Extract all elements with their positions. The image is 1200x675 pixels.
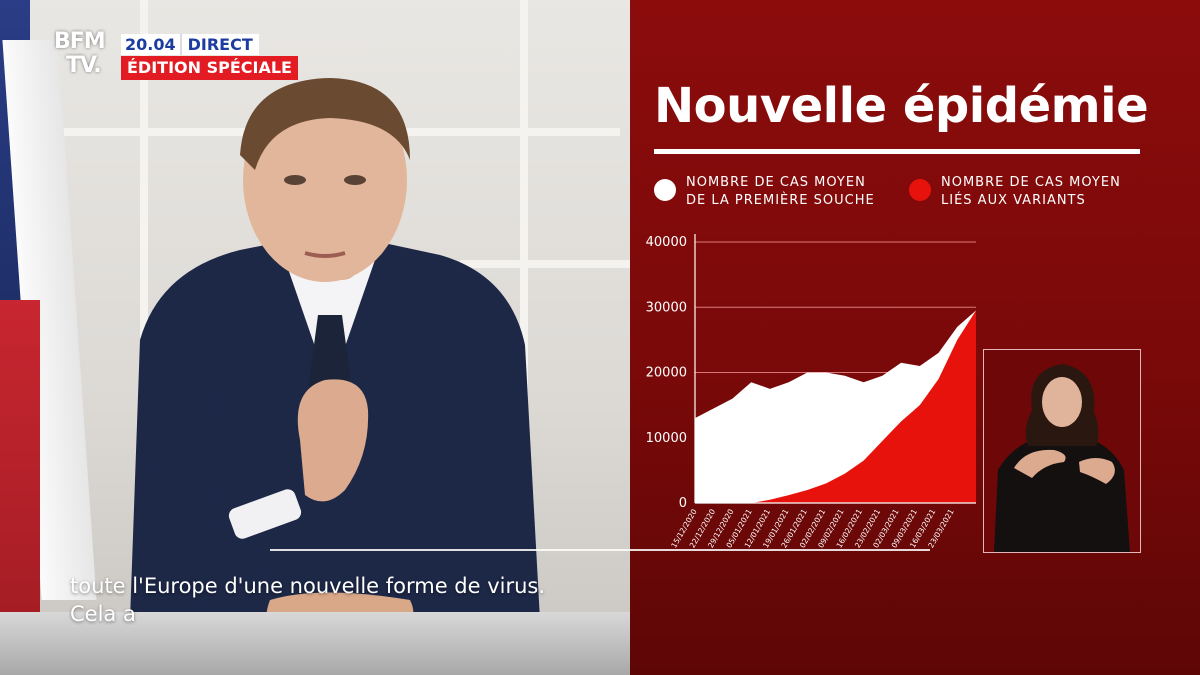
wall-panel-divider [460, 260, 630, 268]
legend-item-variants: NOMBRE DE CAS MOYEN LIÉS AUX VARIANTS [909, 174, 1121, 210]
wall-panel-divider [140, 0, 148, 620]
live-indicator: 20.04 DIRECT [121, 34, 259, 55]
legend-swatch-red [909, 179, 931, 201]
y-tick-label: 40000 [646, 235, 687, 250]
y-tick-label: 0 [679, 496, 687, 511]
chart-axes [694, 234, 976, 504]
infographic-panel: Nouvelle épidémie NOMBRE DE CAS MOYEN DE… [630, 0, 1200, 675]
broadcast-time: 20.04 [121, 34, 180, 55]
subtitle-line-2: Cela a [70, 602, 136, 626]
y-tick-label: 20000 [646, 366, 687, 381]
subtitle-divider [270, 549, 930, 551]
bfmtv-logo: BFM TV. [54, 30, 116, 86]
legend-label-variants: NOMBRE DE CAS MOYEN LIÉS AUX VARIANTS [941, 175, 1121, 208]
legend-label-first-strain: NOMBRE DE CAS MOYEN DE LA PREMIÈRE SOUCH… [686, 175, 875, 208]
flag-red-stripe [0, 300, 40, 620]
subtitle-line-1: toute l'Europe d'une nouvelle forme de v… [70, 574, 546, 598]
speaker-figure [130, 78, 540, 632]
legend-swatch-white [654, 179, 676, 201]
y-tick-label: 10000 [646, 431, 687, 446]
subtitle-text: toute l'Europe d'une nouvelle forme de v… [70, 572, 545, 628]
chart-y-tick-labels: 0 10000 20000 30000 40000 [646, 235, 687, 511]
video-feed: BFM TV. 20.04 DIRECT ÉDITION SPÉCIALE to… [0, 0, 630, 675]
chart-areas [695, 310, 976, 503]
desk [0, 612, 630, 675]
logo-line-1: BFM [54, 29, 106, 54]
interpreter-figure [984, 350, 1140, 552]
panel-title: Nouvelle épidémie [654, 78, 1149, 134]
cases-area-chart: 0 10000 20000 30000 40000 15/12/202022/12/20… [646, 234, 976, 549]
live-label: DIRECT [179, 34, 259, 55]
legend-item-first-strain: NOMBRE DE CAS MOYEN DE LA PREMIÈRE SOUCH… [654, 174, 875, 210]
special-edition-banner: ÉDITION SPÉCIALE [121, 56, 298, 80]
wall-panel-divider [520, 0, 528, 620]
y-tick-label: 30000 [646, 300, 687, 315]
title-underline [654, 149, 1140, 154]
chart-x-tick-labels: 15/12/202022/12/202029/12/202005/01/2021… [669, 507, 956, 549]
series-area-variants [695, 310, 976, 503]
logo-line-2: TV. [66, 53, 102, 78]
sign-language-interpreter [983, 349, 1141, 553]
